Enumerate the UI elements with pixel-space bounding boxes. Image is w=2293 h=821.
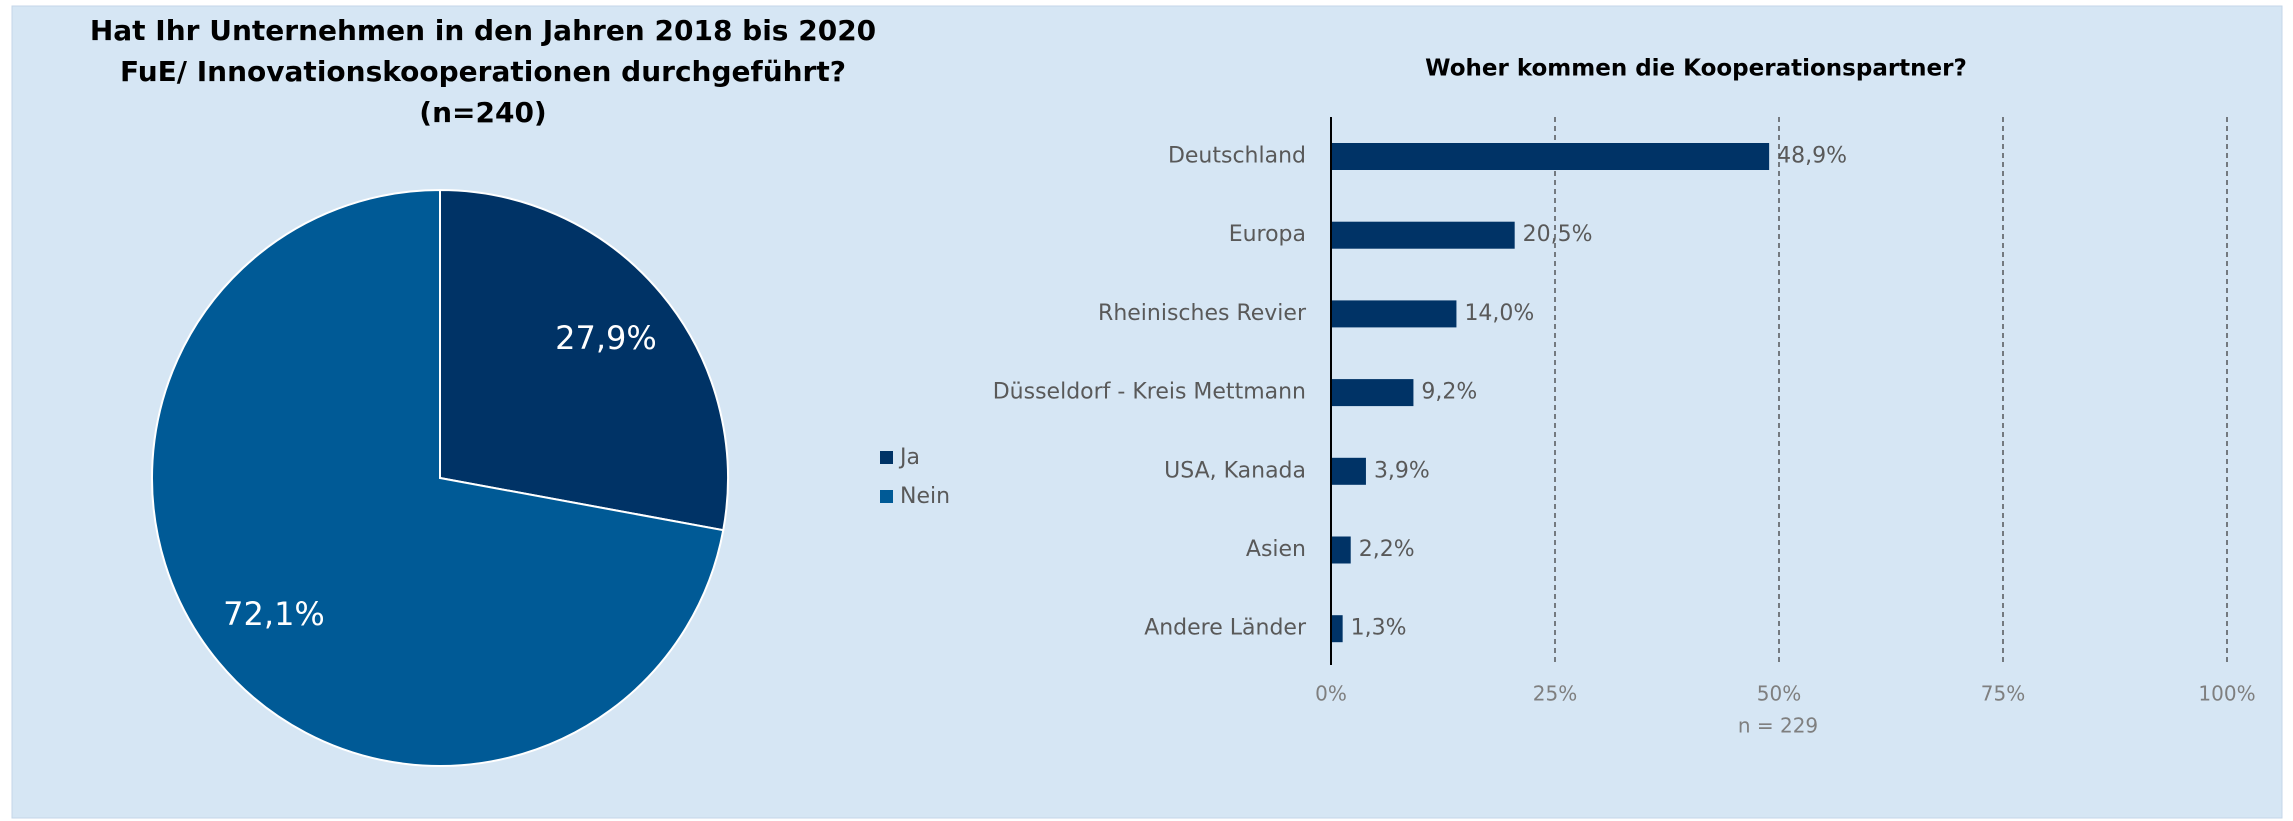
- data-label: 14,0%: [1464, 301, 1534, 326]
- y-tick-label: Düsseldorf - Kreis Mettmann: [993, 380, 1306, 405]
- data-label: 27,9%: [555, 319, 657, 357]
- bar: [1331, 221, 1515, 249]
- x-tick-label: 100%: [2198, 682, 2255, 706]
- data-label: 48,9%: [1777, 144, 1847, 169]
- legend-label: Ja: [898, 445, 920, 470]
- y-tick-label: USA, Kanada: [1164, 458, 1306, 483]
- chart-title: Woher kommen die Kooperationspartner?: [1425, 56, 1967, 82]
- annotation: n = 229: [1738, 714, 1818, 738]
- chart-title: Hat Ihr Unternehmen in den Jahren 2018 b…: [90, 14, 876, 47]
- data-label: 72,1%: [223, 595, 325, 633]
- x-tick-label: 25%: [1533, 682, 1577, 706]
- data-label: 20,5%: [1523, 222, 1593, 247]
- bar: [1331, 457, 1366, 485]
- bar: [1331, 300, 1457, 328]
- data-label: 1,3%: [1351, 616, 1407, 641]
- y-tick-label: Asien: [1246, 537, 1306, 562]
- legend-swatch: [880, 451, 893, 464]
- chart-title: FuE/ Innovationskooperationen durchgefüh…: [120, 55, 846, 88]
- legend-swatch: [880, 490, 893, 503]
- bar: [1331, 536, 1351, 564]
- chart-title: (n=240): [419, 96, 546, 129]
- y-tick-label: Deutschland: [1168, 144, 1306, 169]
- data-label: 3,9%: [1374, 458, 1430, 483]
- x-tick-label: 50%: [1757, 682, 1801, 706]
- data-label: 2,2%: [1359, 537, 1415, 562]
- x-tick-label: 0%: [1315, 682, 1347, 706]
- y-tick-label: Andere Länder: [1144, 616, 1307, 641]
- bar: [1331, 615, 1343, 643]
- pie-slice: [439, 188, 729, 532]
- bar: [1331, 379, 1414, 407]
- y-tick-label: Europa: [1229, 222, 1306, 247]
- bar: [1331, 143, 1770, 170]
- x-tick-label: 75%: [1981, 682, 2025, 706]
- data-label: 9,2%: [1421, 380, 1477, 405]
- legend-label: Nein: [900, 484, 950, 509]
- pie-slice: [151, 188, 725, 767]
- y-tick-label: Rheinisches Revier: [1098, 301, 1307, 326]
